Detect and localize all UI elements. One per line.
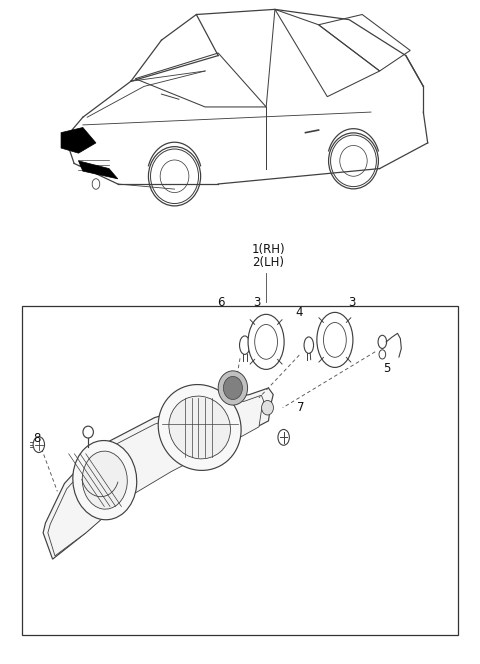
Ellipse shape — [151, 149, 199, 204]
Ellipse shape — [340, 145, 367, 176]
Text: 3: 3 — [348, 296, 355, 309]
Text: 4: 4 — [296, 306, 303, 319]
Ellipse shape — [83, 426, 94, 438]
Ellipse shape — [240, 336, 250, 355]
Text: 5: 5 — [384, 362, 391, 374]
Ellipse shape — [378, 335, 386, 349]
Text: 1(RH): 1(RH) — [252, 243, 285, 256]
Circle shape — [33, 437, 45, 452]
Ellipse shape — [255, 325, 277, 359]
Text: 6: 6 — [217, 296, 225, 309]
Polygon shape — [61, 127, 96, 153]
Text: 3: 3 — [253, 296, 260, 309]
Bar — [22, 305, 458, 635]
Ellipse shape — [169, 396, 230, 459]
Ellipse shape — [317, 312, 353, 367]
Ellipse shape — [160, 160, 189, 193]
Ellipse shape — [248, 314, 284, 369]
Ellipse shape — [223, 376, 242, 400]
Ellipse shape — [218, 371, 248, 405]
Ellipse shape — [73, 440, 137, 520]
Ellipse shape — [262, 400, 274, 415]
Text: 7: 7 — [297, 401, 304, 414]
Ellipse shape — [304, 337, 313, 353]
Ellipse shape — [158, 384, 241, 470]
Text: 8: 8 — [33, 432, 41, 445]
Ellipse shape — [324, 323, 346, 357]
Ellipse shape — [331, 135, 376, 187]
Circle shape — [278, 430, 289, 446]
Circle shape — [379, 350, 385, 359]
Polygon shape — [79, 161, 118, 179]
Polygon shape — [48, 395, 264, 556]
Text: 2(LH): 2(LH) — [252, 256, 285, 270]
Ellipse shape — [82, 451, 127, 509]
Polygon shape — [43, 388, 273, 559]
